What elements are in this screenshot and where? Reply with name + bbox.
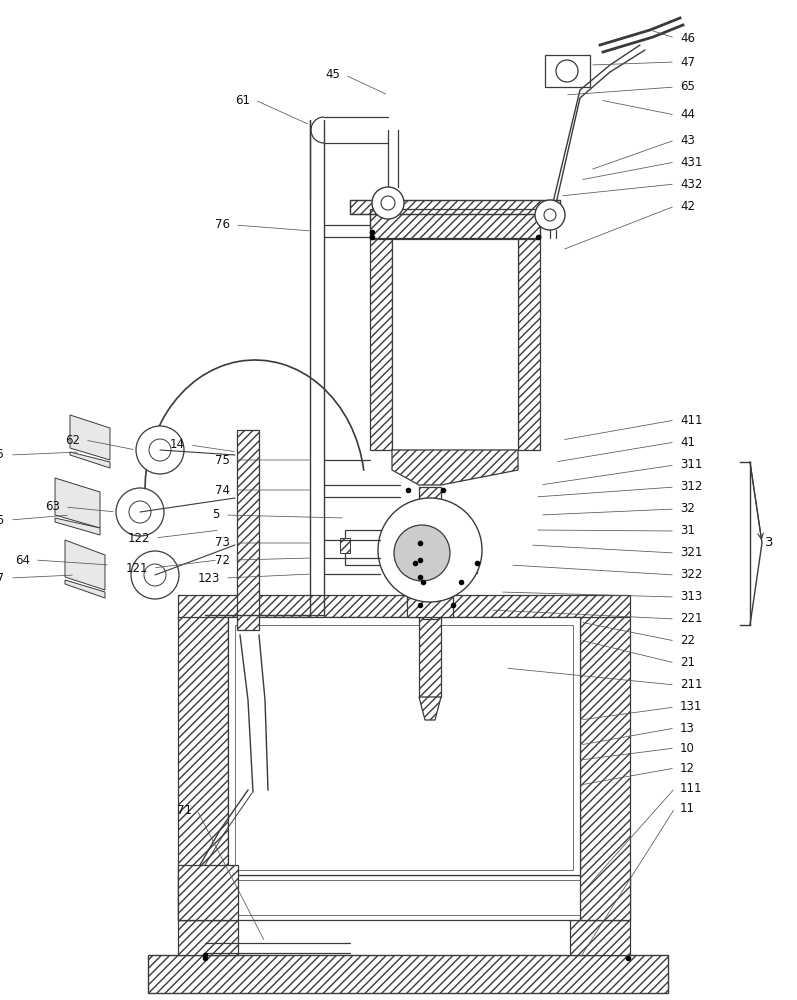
Circle shape [544,209,556,221]
Text: 5: 5 [213,508,220,522]
Text: 42: 42 [680,200,695,213]
Text: 12: 12 [680,762,695,774]
Text: 45: 45 [325,68,340,82]
Text: 131: 131 [680,700,702,714]
Text: 46: 46 [680,31,695,44]
Bar [580,615,630,920]
Text: 122: 122 [128,532,150,544]
Text: 3: 3 [765,536,774,550]
Text: 32: 32 [680,502,695,516]
Text: 22: 22 [680,635,695,648]
Bar [350,200,560,214]
Text: 43: 43 [680,133,695,146]
Bar [447,573,461,588]
Bar [415,555,445,573]
Polygon shape [419,697,441,720]
Text: 41: 41 [680,436,695,448]
Text: 312: 312 [680,481,702,493]
Bar [235,625,573,870]
Text: 211: 211 [680,678,702,692]
Text: 432: 432 [680,178,702,190]
Bar [392,235,518,450]
Circle shape [535,200,565,230]
Bar [340,538,350,553]
Text: 47: 47 [680,55,695,68]
Text: 313: 313 [680,590,702,603]
Bar [178,920,238,955]
Bar [237,430,259,630]
Text: 64: 64 [15,554,30,566]
Circle shape [378,498,482,602]
Bar [178,595,630,617]
Circle shape [381,196,395,210]
Polygon shape [392,450,518,485]
Bar [350,200,560,214]
Circle shape [131,551,179,599]
Circle shape [129,501,151,523]
Bar [148,955,668,993]
Polygon shape [55,478,100,528]
Text: 221: 221 [680,612,702,626]
Bar [178,875,630,920]
Text: 75: 75 [215,454,230,466]
Bar [447,555,477,573]
Text: 61: 61 [235,94,250,106]
Circle shape [144,564,166,586]
Text: 431: 431 [680,155,702,168]
Text: 11: 11 [680,802,695,814]
Text: 73: 73 [215,536,230,550]
Bar [178,865,238,920]
Text: 121: 121 [125,562,148,574]
Text: 14: 14 [170,438,185,452]
Text: 65: 65 [680,81,695,94]
Bar [407,595,453,617]
Bar [228,617,580,875]
Bar [370,209,540,239]
Bar [570,920,630,955]
Text: 10: 10 [680,742,695,754]
Bar [213,880,595,915]
Text: 21: 21 [680,656,695,670]
Bar [345,530,385,565]
Text: 62: 62 [65,434,80,446]
Text: 322: 322 [680,568,702,582]
Bar [422,587,438,619]
Text: 76: 76 [215,219,230,232]
Text: 44: 44 [680,108,695,121]
Text: 13: 13 [680,722,695,734]
Polygon shape [70,415,110,460]
Text: 123: 123 [198,572,220,584]
Bar [370,235,392,450]
Text: 17: 17 [0,572,5,584]
Polygon shape [70,452,110,468]
Bar [545,55,590,87]
Bar [518,235,540,450]
Bar [423,573,437,588]
Text: 31: 31 [680,524,695,538]
Circle shape [394,525,450,581]
Text: 72: 72 [215,554,230,566]
Text: 16: 16 [0,514,5,526]
Bar [178,615,228,920]
Circle shape [116,488,164,536]
Text: 411: 411 [680,414,702,426]
Text: 71: 71 [177,804,192,816]
Text: 63: 63 [45,500,60,514]
Bar [419,617,441,697]
Text: 321: 321 [680,546,702,560]
Circle shape [149,439,171,461]
Text: 15: 15 [0,448,5,462]
Text: 111: 111 [680,782,702,794]
Polygon shape [55,518,100,535]
Bar [419,487,441,555]
Polygon shape [65,580,105,598]
Text: 311: 311 [680,458,702,472]
Circle shape [372,187,404,219]
Bar [370,210,540,238]
Circle shape [556,60,578,82]
Text: 74: 74 [215,484,230,496]
Polygon shape [65,540,105,590]
Circle shape [136,426,184,474]
